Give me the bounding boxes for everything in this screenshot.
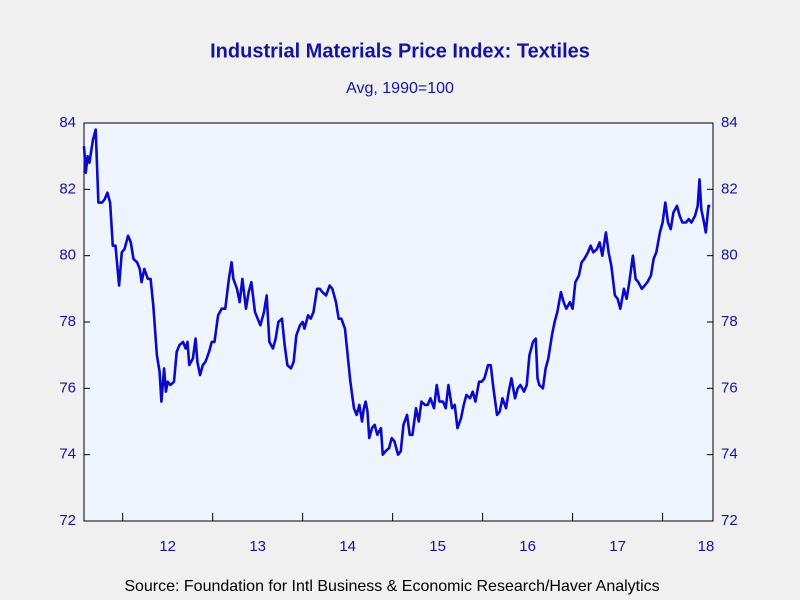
y-tick-label: 78 (59, 313, 76, 330)
y-tick-label: 82 (59, 180, 76, 197)
y2-tick-label: 74 (721, 446, 738, 463)
x-tick-label: 14 (339, 538, 356, 555)
y2-tick-label: 78 (721, 313, 738, 330)
y2-tick-label: 84 (721, 114, 738, 131)
y-tick-label: 74 (59, 446, 76, 463)
x-tick-label: 15 (429, 538, 446, 555)
x-tick-label: 17 (609, 538, 626, 555)
chart-title: Industrial Materials Price Index: Textil… (210, 40, 590, 62)
x-tick-label: 13 (249, 538, 266, 555)
y-tick-label: 76 (59, 379, 76, 396)
y-tick-label: 80 (59, 247, 76, 264)
source: Source: Foundation for Intl Business & E… (124, 578, 659, 595)
x-tick-label: 18 (698, 538, 715, 555)
y2-tick-label: 82 (721, 180, 738, 197)
chart-subtitle: Avg, 1990=100 (346, 80, 454, 97)
x-tick-label: 12 (159, 538, 176, 555)
y2-tick-label: 76 (721, 379, 738, 396)
y2-tick-label: 80 (721, 247, 738, 264)
plot-area (83, 122, 714, 522)
series-line (82, 128, 711, 456)
x-tick-label: 16 (519, 538, 536, 555)
y-tick-label: 84 (59, 114, 76, 131)
y-tick-label: 72 (59, 512, 76, 529)
y2-tick-label: 72 (721, 512, 738, 529)
